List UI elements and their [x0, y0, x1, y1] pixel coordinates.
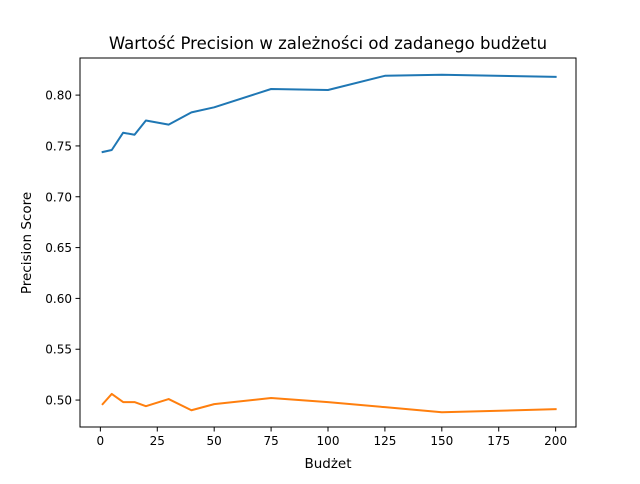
axes-frame: [79, 57, 577, 428]
y-tick-label: 0.65: [45, 241, 72, 255]
x-tick-label: 75: [263, 434, 278, 448]
x-tick-label: 175: [487, 434, 510, 448]
chart-title: Wartość Precision w zależności od zadane…: [109, 34, 547, 53]
y-tick-label: 0.70: [45, 190, 72, 204]
x-axis-label: Budżet: [304, 456, 351, 472]
y-axis-label: Precision Score: [19, 192, 35, 294]
y-tick-label: 0.80: [45, 89, 72, 103]
y-tick-label: 0.60: [45, 292, 72, 306]
x-tick-label: 200: [544, 434, 567, 448]
series-line-1: [101, 73, 557, 154]
x-tick-label: 150: [430, 434, 453, 448]
y-tick-label: 0.75: [45, 139, 72, 153]
plot-area: 0 25 50 75 100 125 150 175 200 0.50 0.55 0.60 0.65 0.…: [45, 57, 577, 448]
series-line-2: [101, 392, 557, 414]
x-tick-label: 100: [317, 434, 340, 448]
x-tick-label: 50: [207, 434, 222, 448]
x-tick-label: 125: [373, 434, 396, 448]
x-tick-label: 25: [150, 434, 165, 448]
y-tick-label: 0.50: [45, 394, 72, 408]
x-tick-label: 0: [97, 434, 105, 448]
y-tick-label: 0.55: [45, 343, 72, 357]
